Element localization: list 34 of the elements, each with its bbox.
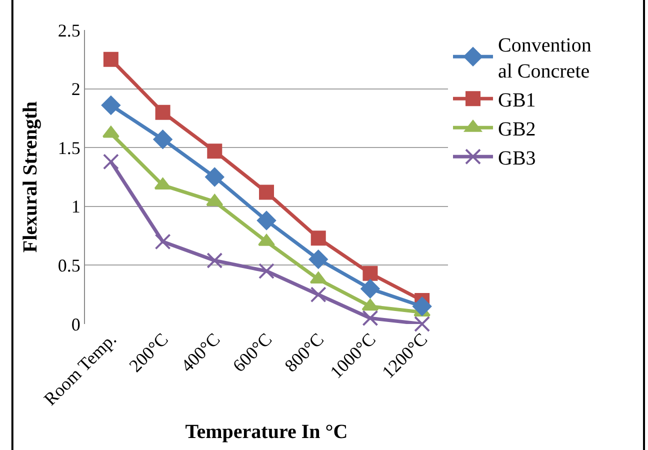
y-axis-title: Flexural Strength [19, 101, 42, 253]
x-axis-title: Temperature In °C [185, 420, 348, 443]
y-tick-label: 0 [71, 314, 80, 334]
point [310, 286, 326, 303]
point [101, 96, 120, 115]
legend-label: Conventional Concrete [498, 34, 592, 82]
point [154, 234, 171, 250]
legend-label: GB3 [498, 147, 536, 170]
point [259, 184, 274, 200]
point [412, 296, 432, 316]
legend-label: GB1 [498, 89, 536, 112]
y-tick-label: 1.5 [58, 138, 80, 158]
y-tick-label: 2 [71, 79, 80, 100]
point [362, 298, 379, 311]
point [206, 252, 223, 268]
point [102, 154, 119, 170]
point [257, 211, 276, 230]
point [310, 272, 327, 284]
point [362, 266, 378, 281]
legend-label: GB2 [498, 118, 536, 140]
point [207, 144, 222, 159]
point [362, 310, 378, 326]
point [308, 250, 328, 269]
point [153, 130, 172, 149]
point [155, 104, 170, 120]
point [360, 279, 380, 298]
y-tick-label: 2.5 [58, 20, 80, 40]
point [258, 263, 274, 280]
y-tick-label: 1 [71, 196, 80, 217]
point [205, 168, 224, 186]
point [310, 230, 326, 246]
y-tick-label: 0.5 [58, 256, 80, 276]
point [103, 52, 118, 67]
point [414, 316, 430, 332]
